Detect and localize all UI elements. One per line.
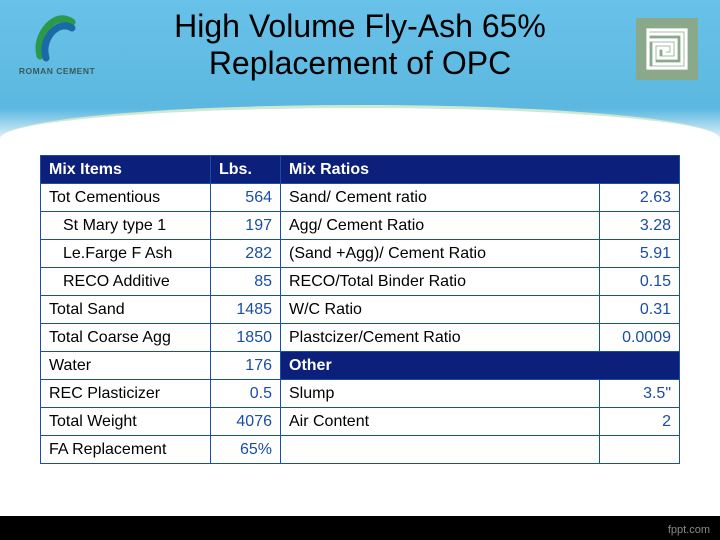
ratio-value: 5.91 bbox=[600, 240, 680, 268]
mix-item-value: 65% bbox=[211, 436, 281, 464]
table-row: Le.Farge F Ash282(Sand +Agg)/ Cement Rat… bbox=[41, 240, 680, 268]
mix-item-value: 197 bbox=[211, 212, 281, 240]
mix-item-value: 0.5 bbox=[211, 380, 281, 408]
mix-item-label: Le.Farge F Ash bbox=[41, 240, 211, 268]
mix-item-value: 85 bbox=[211, 268, 281, 296]
header-region: ROMAN CEMENT High Volume Fly-Ash 65% Rep… bbox=[0, 0, 720, 145]
ratio-value: 3.28 bbox=[600, 212, 680, 240]
greek-key-logo bbox=[636, 18, 698, 80]
rc-swoosh-icon bbox=[32, 14, 82, 64]
mix-item-label: RECO Additive bbox=[41, 268, 211, 296]
table-row: Total Sand1485W/C Ratio0.31 bbox=[41, 296, 680, 324]
ratio-label: Plastcizer/Cement Ratio bbox=[281, 324, 600, 352]
subheader-other: Other bbox=[281, 352, 680, 380]
other-value: 2 bbox=[600, 408, 680, 436]
greek-key-icon bbox=[644, 26, 690, 72]
logo-left-text: ROMAN CEMENT bbox=[18, 66, 96, 76]
other-value bbox=[600, 436, 680, 464]
ratio-label: RECO/Total Binder Ratio bbox=[281, 268, 600, 296]
table-row: Tot Cementious564Sand/ Cement ratio2.63 bbox=[41, 184, 680, 212]
ratio-value: 2.63 bbox=[600, 184, 680, 212]
mix-item-value: 1485 bbox=[211, 296, 281, 324]
table-row: FA Replacement65% bbox=[41, 436, 680, 464]
table-row: RECO Additive85RECO/Total Binder Ratio0.… bbox=[41, 268, 680, 296]
title-line-2: Replacement of OPC bbox=[209, 45, 511, 81]
ratio-value: 0.0009 bbox=[600, 324, 680, 352]
ratio-label: Agg/ Cement Ratio bbox=[281, 212, 600, 240]
mix-item-label: Tot Cementious bbox=[41, 184, 211, 212]
mix-item-label: St Mary type 1 bbox=[41, 212, 211, 240]
slide-title: High Volume Fly-Ash 65% Replacement of O… bbox=[100, 8, 620, 82]
header-mix-items: Mix Items bbox=[41, 156, 211, 184]
mix-item-label: REC Plasticizer bbox=[41, 380, 211, 408]
table-header-row: Mix Items Lbs. Mix Ratios bbox=[41, 156, 680, 184]
mix-item-value: 1850 bbox=[211, 324, 281, 352]
mix-item-value: 4076 bbox=[211, 408, 281, 436]
title-line-1: High Volume Fly-Ash 65% bbox=[174, 8, 546, 44]
footer-text: fppt.com bbox=[668, 524, 710, 536]
ratio-value: 0.31 bbox=[600, 296, 680, 324]
table-row: Total Coarse Agg1850Plastcizer/Cement Ra… bbox=[41, 324, 680, 352]
other-label bbox=[281, 436, 600, 464]
other-label: Slump bbox=[281, 380, 600, 408]
ratio-label: W/C Ratio bbox=[281, 296, 600, 324]
mix-item-label: Total Coarse Agg bbox=[41, 324, 211, 352]
ratio-label: (Sand +Agg)/ Cement Ratio bbox=[281, 240, 600, 268]
mix-item-label: FA Replacement bbox=[41, 436, 211, 464]
table-row: REC Plasticizer0.5Slump3.5" bbox=[41, 380, 680, 408]
table-row: St Mary type 1197Agg/ Cement Ratio3.28 bbox=[41, 212, 680, 240]
mix-item-label: Total Sand bbox=[41, 296, 211, 324]
slide-body: Mix Items Lbs. Mix Ratios Tot Cementious… bbox=[40, 155, 680, 464]
table-row: Total Weight4076Air Content2 bbox=[41, 408, 680, 436]
footer-bar: fppt.com bbox=[0, 516, 720, 540]
table-row: Water176Other bbox=[41, 352, 680, 380]
mix-item-value: 176 bbox=[211, 352, 281, 380]
mix-item-label: Total Weight bbox=[41, 408, 211, 436]
mix-item-value: 564 bbox=[211, 184, 281, 212]
ratio-label: Sand/ Cement ratio bbox=[281, 184, 600, 212]
header-mix-ratios: Mix Ratios bbox=[281, 156, 680, 184]
roman-cement-logo: ROMAN CEMENT bbox=[18, 14, 96, 76]
mix-item-value: 282 bbox=[211, 240, 281, 268]
mix-table: Mix Items Lbs. Mix Ratios Tot Cementious… bbox=[40, 155, 680, 464]
other-value: 3.5" bbox=[600, 380, 680, 408]
other-label: Air Content bbox=[281, 408, 600, 436]
header-lbs: Lbs. bbox=[211, 156, 281, 184]
ratio-value: 0.15 bbox=[600, 268, 680, 296]
header-wave bbox=[0, 105, 720, 145]
mix-item-label: Water bbox=[41, 352, 211, 380]
